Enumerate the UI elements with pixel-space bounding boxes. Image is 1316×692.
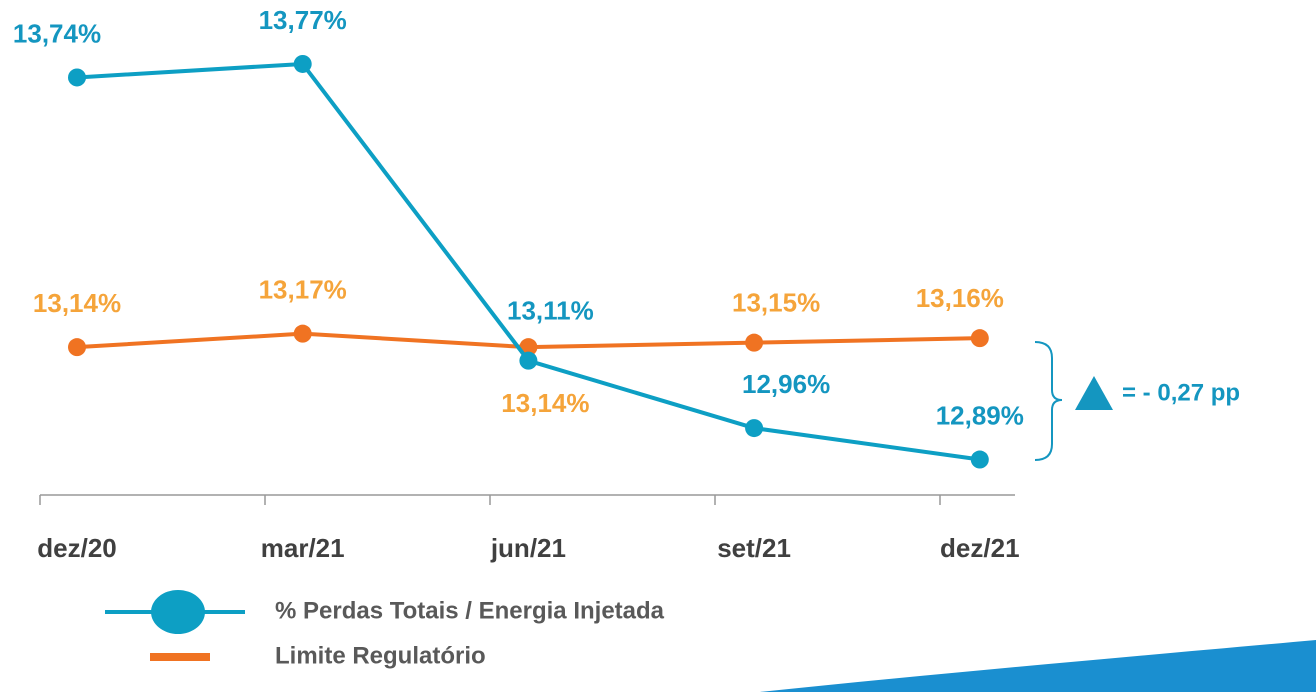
point: [293, 54, 312, 73]
bracket: [1034, 341, 1063, 461]
delta-triangle: [1075, 376, 1113, 410]
x-tick-label: set/21: [717, 533, 791, 563]
point: [745, 419, 764, 438]
annotation: = - 0,27 pp: [1122, 379, 1240, 406]
point: [970, 329, 989, 348]
point: [68, 338, 86, 357]
data-label: 13,16%: [916, 283, 1004, 313]
x-tick-label: dez/21: [940, 533, 1020, 563]
data-label: 13,15%: [732, 288, 820, 318]
data-label: 13,14%: [33, 288, 121, 318]
data-label: 13,11%: [507, 296, 594, 326]
point: [745, 333, 764, 352]
x-tick-label: jun/21: [490, 533, 566, 563]
data-label: 13,17%: [259, 275, 347, 305]
legend-marker: [151, 590, 205, 634]
decorative-swoosh: [760, 640, 1316, 692]
point: [68, 68, 86, 87]
point: [970, 450, 989, 469]
legend-label: % Perdas Totais / Energia Injetada: [275, 597, 665, 624]
data-label: 13,77%: [259, 5, 347, 35]
x-tick-label: mar/21: [261, 533, 345, 563]
data-label: 12,96%: [742, 369, 830, 399]
data-label: 13,14%: [501, 388, 589, 418]
x-tick-label: dez/20: [37, 533, 117, 563]
data-label: 13,74%: [13, 18, 101, 48]
point: [519, 351, 538, 370]
legend-label: Limite Regulatório: [275, 642, 486, 669]
point: [293, 324, 312, 343]
data-label: 12,89%: [936, 400, 1024, 430]
